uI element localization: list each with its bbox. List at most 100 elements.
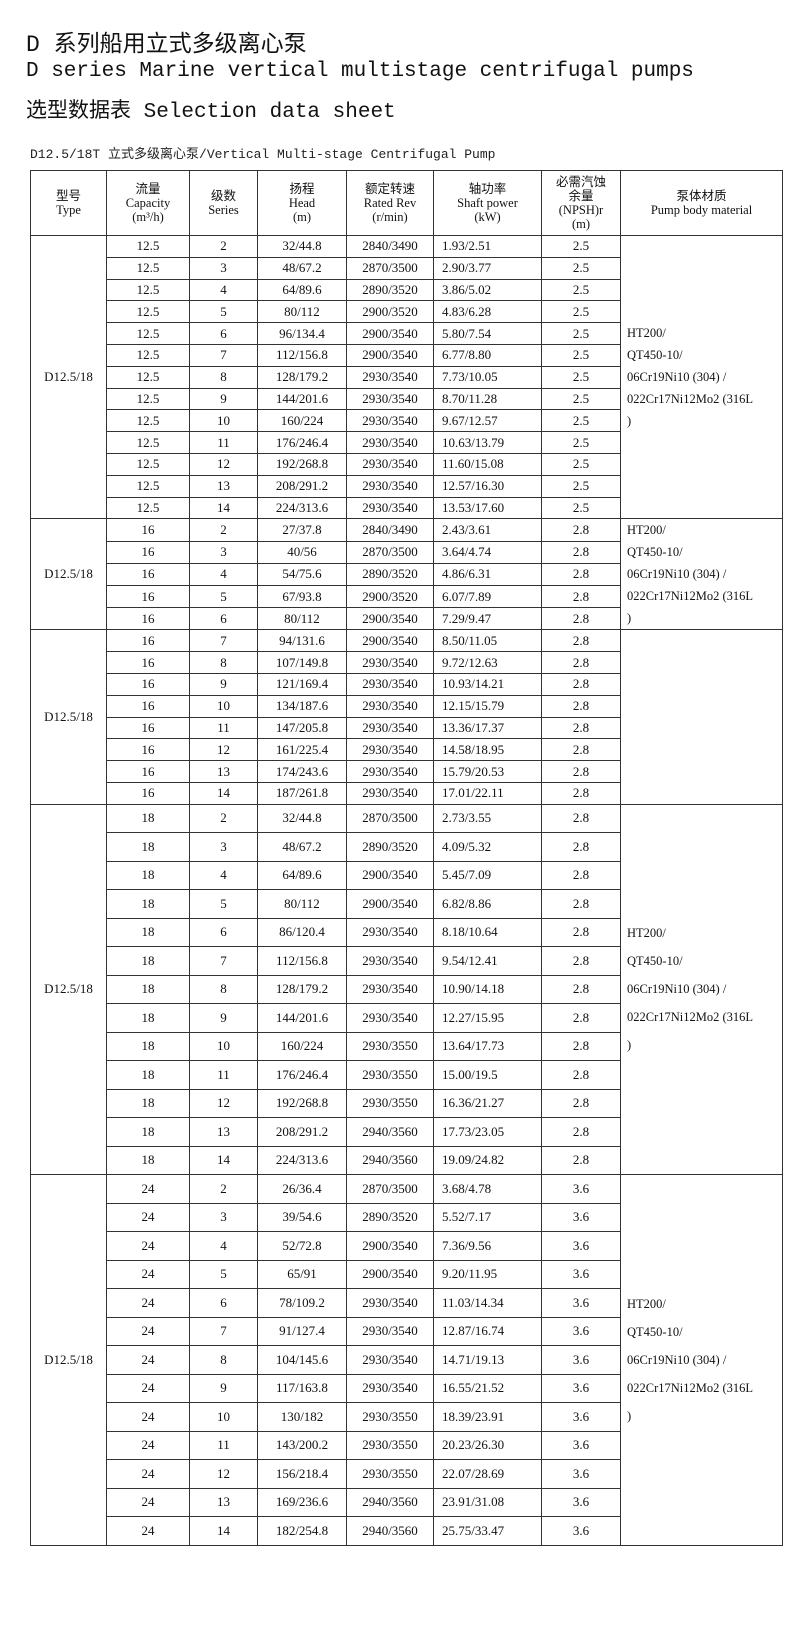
head-cell: 48/67.2 bbox=[257, 832, 347, 862]
shaft-power-cell: 19.09/24.82 bbox=[433, 1145, 542, 1176]
shaft-power-cell: 22.07/28.69 bbox=[433, 1459, 542, 1489]
head-cell: 96/134.4 bbox=[257, 322, 347, 345]
header-row: 型号 Type 流量 Capacity (m³/h) 级数 Series 扬程 Head (m) 额… bbox=[30, 170, 783, 236]
table-row: 12.5 12 192/268.8 2930/3540 11.60/15.08 2.5 bbox=[31, 452, 783, 476]
npshr-cell: 2.8 bbox=[541, 629, 621, 653]
type-cell: D12.5/18 bbox=[30, 629, 107, 805]
rated-rev-cell: 2930/3540 bbox=[346, 917, 434, 948]
rated-rev-cell: 2890/3520 bbox=[346, 278, 434, 302]
capacity-cell: 24 bbox=[106, 1487, 190, 1518]
header-line: 轴功率 bbox=[468, 182, 507, 196]
head-cell: 26/36.4 bbox=[257, 1174, 347, 1204]
table-row: 18 7 112/156.8 2930/3540 9.54/12.41 2.8 bbox=[31, 946, 783, 976]
header-line: Pump body material bbox=[650, 203, 753, 217]
material-line: ) bbox=[627, 1408, 632, 1423]
npshr-cell: 3.6 bbox=[541, 1231, 621, 1261]
table-row: 18 8 128/179.2 2930/3540 10.90/14.18 2.8 bbox=[31, 974, 783, 1005]
head-cell: 94/131.6 bbox=[257, 629, 347, 653]
series-cell: 3 bbox=[189, 256, 258, 280]
head-cell: 160/224 bbox=[257, 1031, 347, 1062]
table-row: 24 6 78/109.2 2930/3540 11.03/14.34 3.6 bbox=[31, 1288, 783, 1318]
rated-rev-cell: 2900/3540 bbox=[346, 629, 434, 653]
shaft-power-cell: 9.72/12.63 bbox=[433, 651, 542, 674]
shaft-power-cell: 13.53/17.60 bbox=[433, 496, 542, 520]
series-cell: 10 bbox=[189, 1031, 258, 1062]
rated-rev-cell: 2930/3550 bbox=[346, 1060, 434, 1090]
material-line: HT200/ bbox=[627, 326, 666, 341]
series-cell: 12 bbox=[189, 452, 258, 476]
table-row: 12.5 7 112/156.8 2900/3540 6.77/8.80 2.5 bbox=[31, 343, 783, 367]
series-cell: 12 bbox=[189, 1459, 258, 1489]
capacity-cell: 16 bbox=[106, 694, 190, 718]
head-cell: 86/120.4 bbox=[257, 917, 347, 948]
npshr-cell: 2.8 bbox=[541, 1088, 621, 1119]
rated-rev-cell: 2930/3540 bbox=[346, 452, 434, 476]
npshr-cell: 2.8 bbox=[541, 1060, 621, 1090]
series-cell: 6 bbox=[189, 917, 258, 948]
capacity-cell: 16 bbox=[106, 738, 190, 762]
npshr-cell: 2.8 bbox=[541, 917, 621, 948]
series-cell: 5 bbox=[189, 584, 258, 609]
series-cell: 7 bbox=[189, 946, 258, 976]
series-cell: 9 bbox=[189, 1003, 258, 1033]
material-line: QT450-10/ bbox=[627, 954, 683, 969]
head-cell: 78/109.2 bbox=[257, 1288, 347, 1318]
shaft-power-cell: 18.39/23.91 bbox=[433, 1402, 542, 1432]
rated-rev-cell: 2930/3540 bbox=[346, 365, 434, 389]
npshr-cell: 3.6 bbox=[541, 1487, 621, 1518]
series-cell: 5 bbox=[189, 889, 258, 919]
table-row: 18 9 144/201.6 2930/3540 12.27/15.95 2.8 bbox=[31, 1003, 783, 1033]
shaft-power-cell: 13.36/17.37 bbox=[433, 716, 542, 740]
capacity-cell: 18 bbox=[106, 974, 190, 1005]
capacity-cell: 24 bbox=[106, 1202, 190, 1233]
capacity-cell: 24 bbox=[106, 1316, 190, 1347]
series-cell: 11 bbox=[189, 431, 258, 454]
header-line: Shaft power bbox=[457, 196, 518, 210]
rated-rev-cell: 2900/3540 bbox=[346, 607, 434, 631]
material-line: 022Cr17Ni12Mo2 (316L bbox=[627, 589, 754, 604]
shaft-power-cell: 15.79/20.53 bbox=[433, 760, 542, 783]
shaft-power-cell: 16.55/21.52 bbox=[433, 1373, 542, 1404]
npshr-cell: 3.6 bbox=[541, 1288, 621, 1318]
npshr-cell: 2.8 bbox=[541, 738, 621, 762]
head-cell: 147/205.8 bbox=[257, 716, 347, 740]
head-cell: 208/291.2 bbox=[257, 474, 347, 498]
rated-rev-cell: 2930/3540 bbox=[346, 1003, 434, 1033]
series-cell: 3 bbox=[189, 1202, 258, 1233]
rated-rev-cell: 2930/3550 bbox=[346, 1402, 434, 1432]
table-row: 24 8 104/145.6 2930/3540 14.71/19.13 3.6 bbox=[31, 1345, 783, 1375]
shaft-power-cell: 12.15/15.79 bbox=[433, 694, 542, 718]
head-cell: 107/149.8 bbox=[257, 651, 347, 674]
npshr-cell: 2.5 bbox=[541, 278, 621, 302]
rated-rev-cell: 2900/3540 bbox=[346, 860, 434, 891]
shaft-power-cell: 4.86/6.31 bbox=[433, 562, 542, 586]
series-cell: 10 bbox=[189, 694, 258, 718]
npshr-cell: 2.5 bbox=[541, 409, 621, 433]
head-cell: 104/145.6 bbox=[257, 1345, 347, 1375]
capacity-cell: 16 bbox=[106, 651, 190, 674]
header-npshr: 必需汽蚀 余量 (NPSH)r (m) bbox=[541, 170, 621, 236]
capacity-cell: 18 bbox=[106, 1003, 190, 1033]
table-row: 18 12 192/268.8 2930/3550 16.36/21.27 2.8 bbox=[31, 1088, 783, 1119]
head-cell: 32/44.8 bbox=[257, 235, 347, 258]
shaft-power-cell: 25.75/33.47 bbox=[433, 1516, 542, 1546]
header-line: (NPSH)r bbox=[558, 203, 604, 217]
rated-rev-cell: 2940/3560 bbox=[346, 1516, 434, 1546]
table-row: 18 6 86/120.4 2930/3540 8.18/10.64 2.8 bbox=[31, 917, 783, 948]
series-cell: 2 bbox=[189, 1174, 258, 1204]
capacity-cell: 12.5 bbox=[106, 431, 190, 454]
rated-rev-cell: 2900/3540 bbox=[346, 889, 434, 919]
rated-rev-cell: 2930/3550 bbox=[346, 1459, 434, 1489]
capacity-cell: 18 bbox=[106, 889, 190, 919]
npshr-cell: 2.5 bbox=[541, 474, 621, 498]
table-row: 16 13 174/243.6 2930/3540 15.79/20.53 2.8 bbox=[31, 760, 783, 783]
shaft-power-cell: 6.82/8.86 bbox=[433, 889, 542, 919]
head-cell: 40/56 bbox=[257, 540, 347, 564]
capacity-cell: 12.5 bbox=[106, 322, 190, 345]
rated-rev-cell: 2930/3540 bbox=[346, 760, 434, 783]
head-cell: 117/163.8 bbox=[257, 1373, 347, 1404]
capacity-cell: 24 bbox=[106, 1402, 190, 1432]
capacity-cell: 12.5 bbox=[106, 365, 190, 389]
capacity-cell: 12.5 bbox=[106, 256, 190, 280]
rated-rev-cell: 2890/3520 bbox=[346, 562, 434, 586]
